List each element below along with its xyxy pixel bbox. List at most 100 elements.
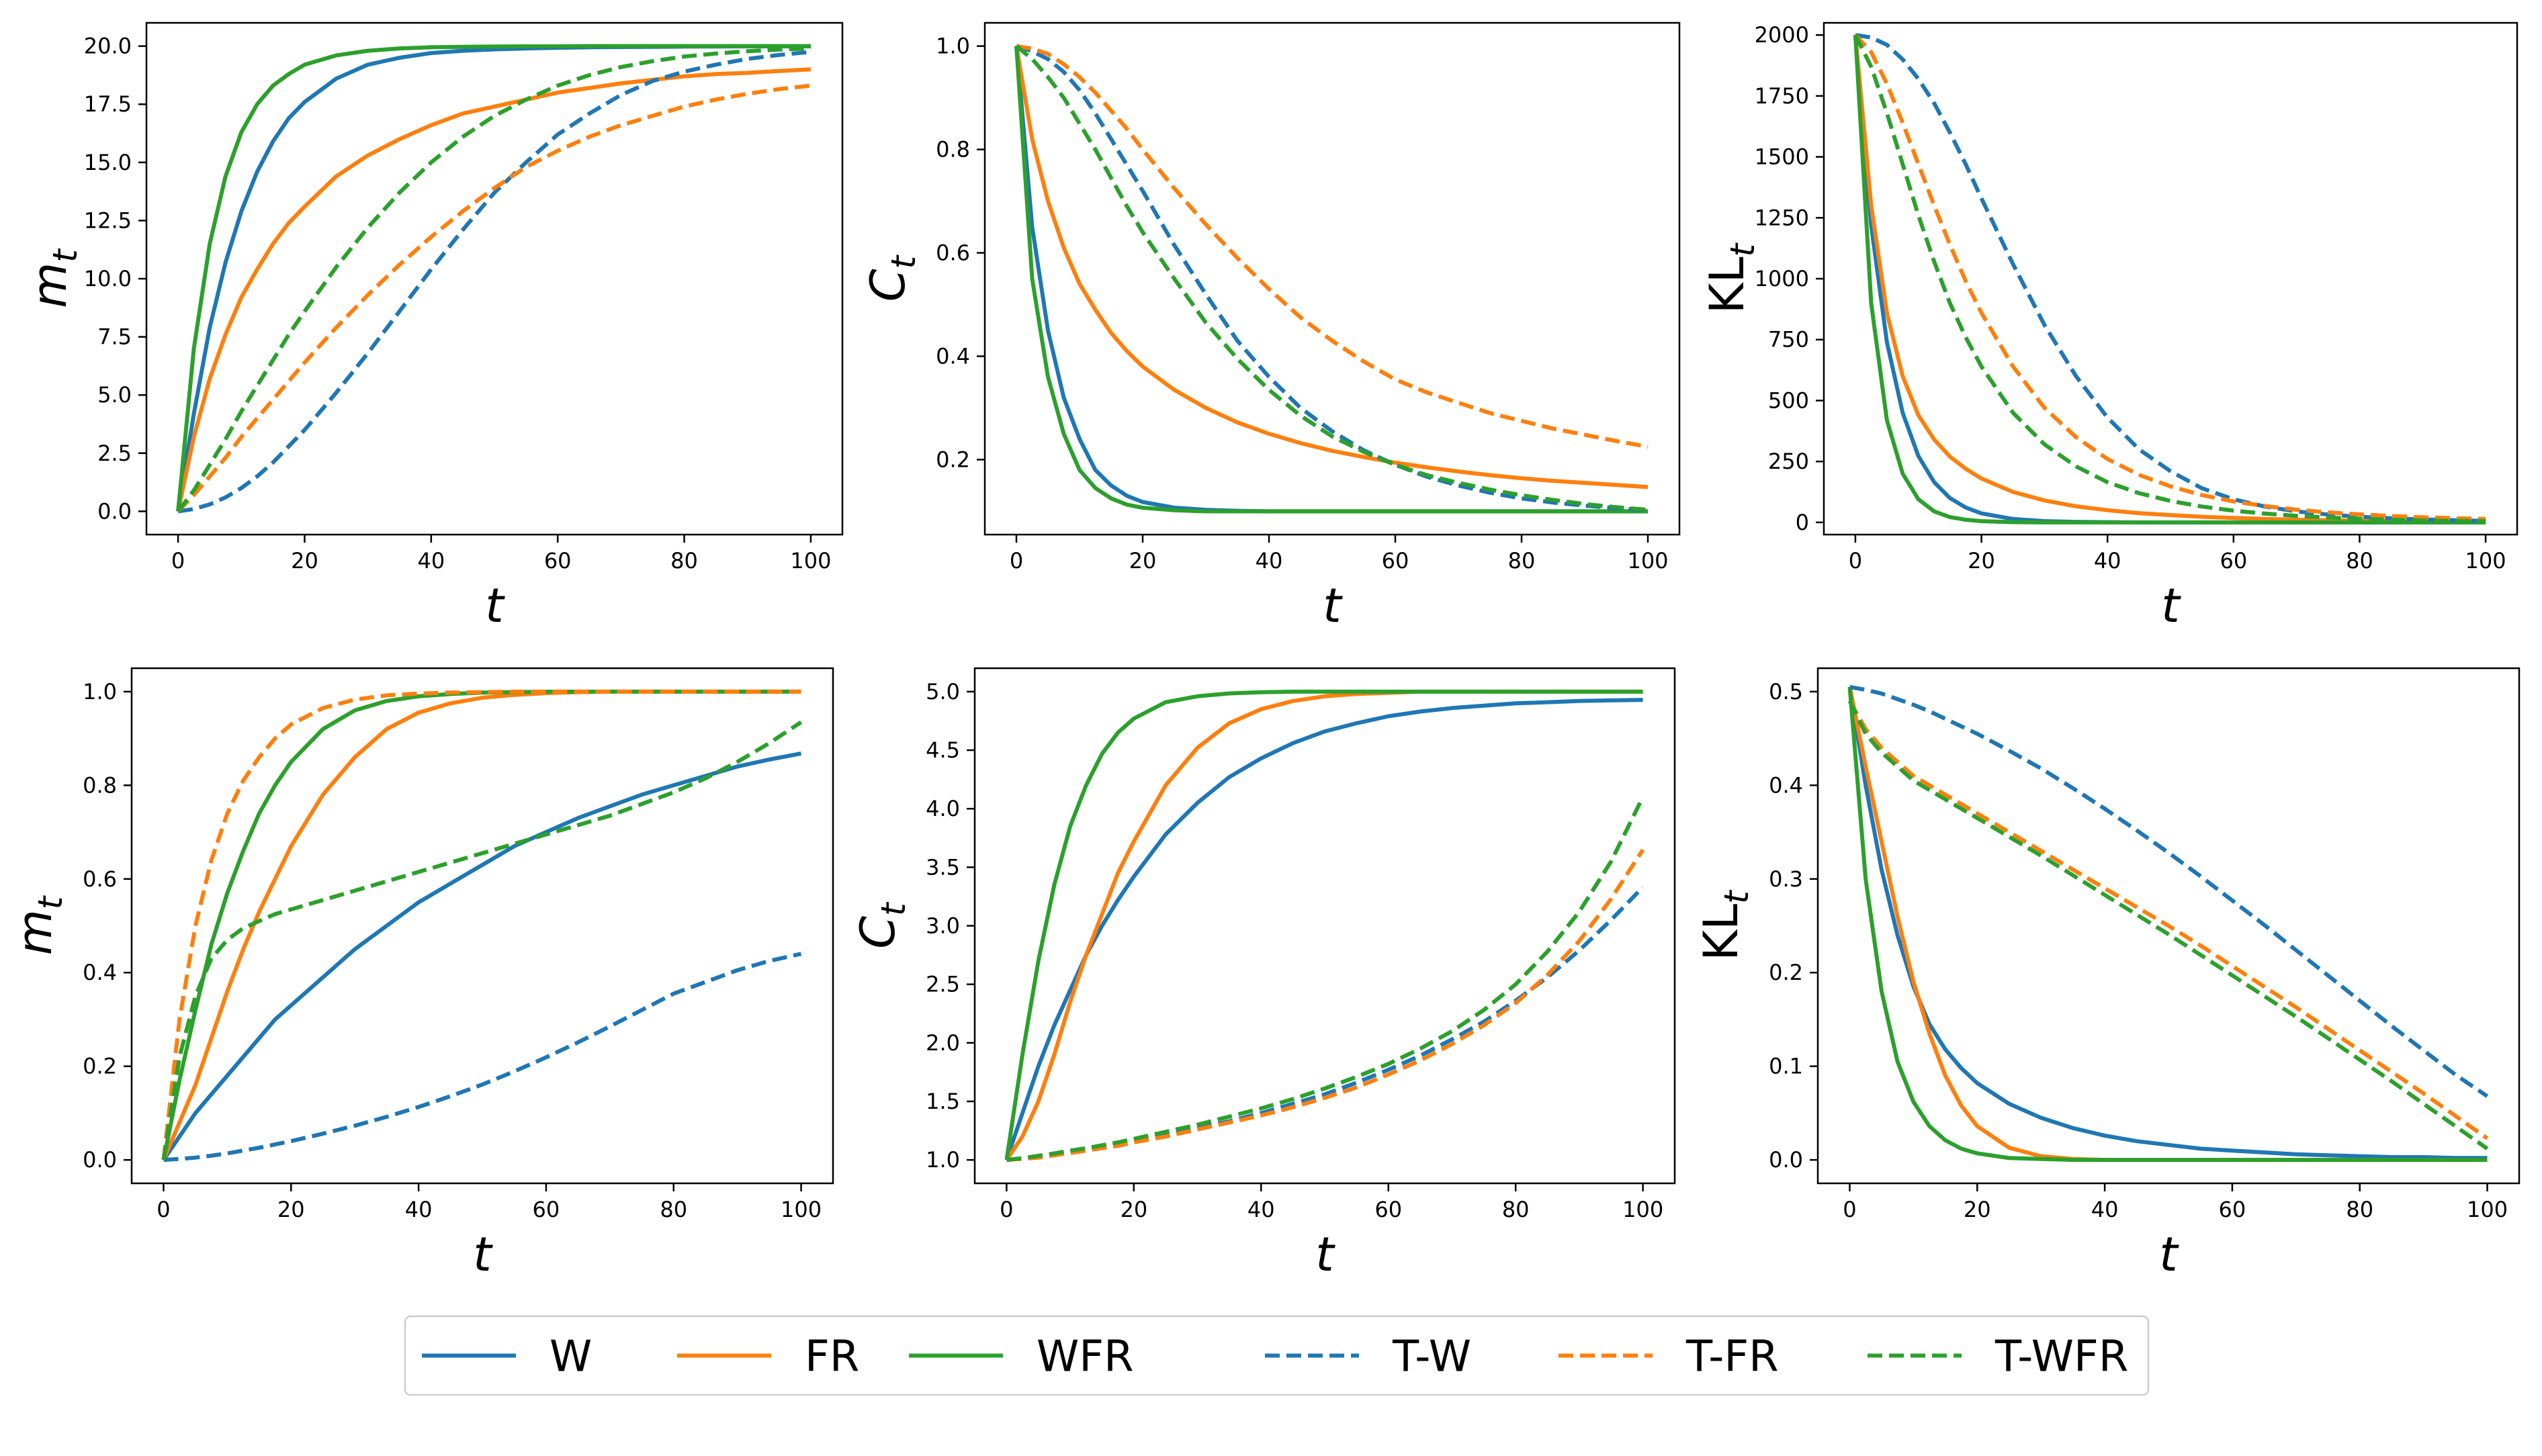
legend-item-wfr: WFR [909, 1332, 1134, 1382]
series-group [161, 689, 803, 1163]
y-tick-label: 500 [1768, 388, 1809, 413]
y-axis-label-subscript: t [31, 895, 70, 909]
x-tick-label: 0 [1000, 1197, 1013, 1222]
x-tick-label: 60 [1374, 1197, 1402, 1222]
series-line-wfr [1853, 34, 2486, 525]
y-tick-label: 0.6 [83, 866, 117, 892]
legend-item-t-wfr: T-WFR [1868, 1332, 2128, 1382]
x-tick-label: 100 [1622, 1197, 1663, 1222]
series-line-fr [176, 67, 812, 512]
y-tick-label: 4.5 [926, 737, 960, 763]
series-line-fr [1853, 34, 2486, 524]
series-group [1014, 44, 1649, 514]
series-line-t-wfr [161, 720, 803, 1161]
x-tick-label: 40 [1247, 1197, 1275, 1222]
x-tick-label: 60 [544, 548, 572, 574]
series-group [1853, 33, 2486, 525]
y-tick-label: 1.0 [83, 679, 117, 704]
x-tick-label: 100 [2467, 1197, 2508, 1222]
series-line-w [1014, 46, 1648, 514]
x-tick-label: 20 [291, 548, 318, 574]
y-tick-label: 2.0 [926, 1030, 960, 1056]
x-tick-label: 0 [1849, 548, 1862, 574]
x-tick-label: 0 [1843, 1197, 1856, 1222]
series-line-t-w [163, 952, 802, 1163]
y-tick-label: 5.0 [97, 382, 132, 408]
y-tick-label: 2.5 [97, 441, 132, 466]
y-axis-label-subscript: t [884, 254, 923, 269]
x-axis-label: t [1323, 578, 1343, 633]
legend-label: FR [805, 1332, 859, 1382]
subplot-grid: 0 20 40 60 80 100 0.0 2.5 5.0 7.5 10.0 12.5 15.0 17.5… [7, 21, 2521, 1282]
series-line-wfr [161, 689, 801, 1161]
y-axis-label-subscript: t [1723, 242, 1762, 257]
series-line-t-fr [1853, 34, 2486, 521]
x-tick-label: 20 [1964, 1197, 1991, 1222]
series-line-t-w [177, 50, 812, 514]
series-line-fr [1847, 686, 2488, 1163]
series-line-t-fr [176, 83, 812, 513]
x-tick-label: 20 [277, 1197, 305, 1222]
series-line-w [1853, 34, 2486, 525]
y-tick-label: 4.0 [926, 796, 960, 821]
series-line-t-wfr [176, 46, 812, 513]
x-tick-label: 60 [2219, 1197, 2246, 1222]
axes-frame [1823, 21, 2518, 536]
y-tick-label: 0.4 [83, 960, 117, 985]
x-tick-label: 80 [1502, 1197, 1530, 1222]
axes-frame [1816, 667, 2521, 1185]
x-tick-label: 80 [670, 548, 698, 574]
series-line-w [176, 44, 811, 512]
x-tick-label: 60 [2220, 548, 2247, 574]
series-line-t-fr [1847, 700, 2489, 1140]
subplot-0-2: 0 20 40 60 80 1000250500750100012501500175020… [1700, 21, 2518, 633]
y-axis-label-main: KL [1694, 904, 1749, 961]
legend-item-w: W [422, 1332, 592, 1382]
y-tick-label: 0.2 [83, 1054, 117, 1079]
y-tick-label: 7.5 [97, 324, 132, 350]
x-tick-label: 20 [1120, 1197, 1147, 1222]
y-axis-label-main: m [22, 263, 77, 308]
x-tick-label: 80 [2346, 1197, 2373, 1222]
x-axis-label: t [485, 578, 505, 633]
axes-frame [983, 21, 1681, 536]
series-line-t-wfr [1847, 700, 2489, 1150]
x-tick-label: 80 [1508, 548, 1536, 574]
y-tick-label: 5.0 [926, 679, 960, 704]
y-axis-label-main: KL [1700, 257, 1755, 314]
y-axis-label: mt [7, 895, 70, 955]
y-axis-label-subscript: t [1717, 889, 1756, 904]
y-tick-label: 0.3 [1769, 866, 1803, 892]
y-tick-label: 250 [1768, 449, 1809, 474]
y-axis-label-main: C [861, 269, 916, 302]
y-tick-label: 0.8 [83, 772, 117, 798]
y-tick-label: 0.2 [936, 447, 970, 472]
x-tick-label: 40 [2091, 1197, 2119, 1222]
legend-label: W [550, 1332, 592, 1382]
y-axis-label-subscript: t [46, 248, 85, 263]
x-tick-label: 40 [2094, 548, 2121, 574]
legend-item-t-fr: T-FR [1559, 1332, 1779, 1382]
y-tick-label: 15.0 [84, 150, 132, 175]
x-axis-label: t [2159, 1227, 2179, 1282]
y-tick-label: 0.6 [936, 240, 970, 266]
y-tick-label: 2.5 [926, 972, 960, 997]
legend: W FR WFR T-W T-FR T-WFR [404, 1315, 2150, 1396]
x-tick-label: 20 [1129, 548, 1157, 574]
y-tick-label: 0.0 [83, 1147, 117, 1173]
y-tick-label: 0.4 [1769, 772, 1803, 798]
x-tick-label: 40 [417, 548, 445, 574]
y-tick-label: 750 [1768, 327, 1809, 353]
series-line-t-w [1016, 44, 1649, 512]
series-group [1004, 689, 1645, 1163]
x-tick-label: 60 [1382, 548, 1409, 574]
series-line-t-fr [161, 689, 801, 1161]
y-axis-label: Ct [850, 901, 913, 949]
series-line-t-w [1849, 684, 2489, 1098]
x-tick-label: 100 [781, 1197, 822, 1222]
y-axis-label-main: C [850, 916, 906, 949]
series-line-t-fr [1006, 848, 1645, 1163]
